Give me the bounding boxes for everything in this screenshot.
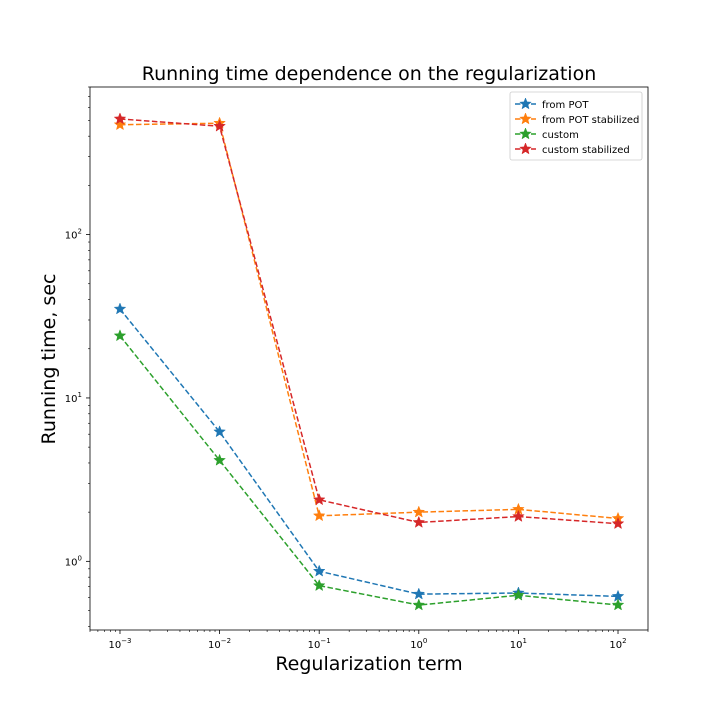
- data-point: [412, 515, 426, 528]
- series-line: [119, 335, 619, 606]
- data-point: [113, 329, 127, 342]
- chart-title: Running time dependence on the regulariz…: [142, 63, 597, 85]
- y-tick-label: 102: [65, 228, 82, 242]
- legend-marker: [519, 112, 532, 125]
- legend-label: from POT stabilized: [542, 115, 639, 126]
- data-point: [312, 493, 326, 506]
- x-tick-label: 10−1: [308, 637, 331, 651]
- data-point: [213, 453, 226, 466]
- data-point: [512, 509, 525, 522]
- data-point: [312, 509, 326, 522]
- x-tick-label: 10−2: [208, 637, 231, 651]
- series-custom: [113, 329, 625, 611]
- x-tick-label: 101: [510, 637, 527, 651]
- data-point: [113, 302, 127, 315]
- data-series: [113, 112, 625, 611]
- legend-label: custom: [542, 130, 579, 141]
- x-tick-label: 102: [609, 637, 626, 651]
- legend-marker: [519, 142, 532, 155]
- series-line: [119, 122, 619, 520]
- data-point: [312, 564, 326, 577]
- x-tick-label: 10−3: [108, 637, 131, 651]
- axis-ticks: 10−3 10−2 10−1 100 101 102 100 101 102: [65, 86, 649, 651]
- data-point: [312, 578, 326, 592]
- legend-label: custom stabilized: [542, 145, 630, 156]
- series-line: [119, 118, 619, 525]
- plot-area: [89, 86, 649, 631]
- x-axis-label: Regularization term: [275, 653, 462, 675]
- y-tick-label: 101: [65, 391, 82, 405]
- y-axis-label: Running time, sec: [38, 274, 60, 445]
- data-point: [512, 588, 525, 601]
- data-point: [611, 598, 625, 611]
- x-tick-label: 100: [410, 637, 427, 651]
- data-point: [412, 598, 426, 611]
- legend-marker: [519, 127, 532, 140]
- data-point: [113, 112, 127, 125]
- data-point: [213, 119, 226, 132]
- data-point: [213, 425, 226, 438]
- data-point: [412, 587, 426, 600]
- legend: from POT from POT stabilized custom custom …: [509, 91, 643, 161]
- legend-marker: [519, 97, 532, 110]
- data-point: [412, 505, 426, 518]
- series-custom-stabilized: [113, 112, 625, 530]
- data-point: [611, 517, 625, 530]
- y-tick-label: 100: [65, 554, 82, 568]
- series-line: [119, 308, 619, 598]
- legend-box: [509, 91, 643, 161]
- legend-label: from POT: [542, 100, 589, 111]
- data-point: [113, 118, 127, 131]
